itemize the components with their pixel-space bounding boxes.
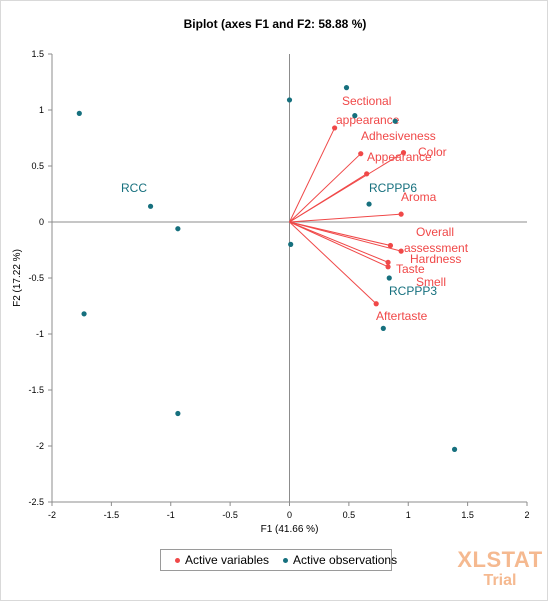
- variable-label: Color: [418, 145, 447, 159]
- x-tick-label: -0.5: [222, 510, 238, 520]
- observation-point: [343, 85, 350, 91]
- y-tick-label: -1.5: [28, 385, 44, 395]
- x-tick-label: -2: [48, 510, 56, 520]
- observation-point: [81, 311, 87, 317]
- variable-label: Overall assessment: [404, 225, 469, 255]
- x-tick-label: -1.5: [104, 510, 120, 520]
- x-axis-label: F1 (41.66 %): [261, 524, 319, 535]
- legend-item-active-variables: Active variables: [175, 553, 269, 567]
- observation-label: RCPPP6: [369, 181, 417, 195]
- y-axis-label: F2 (17.22 %): [12, 249, 23, 307]
- observation-point: [451, 446, 458, 452]
- y-tick-label: -2: [36, 441, 44, 451]
- observation-point: [366, 201, 372, 207]
- variable-point: [364, 171, 370, 177]
- watermark-trial: Trial: [483, 572, 517, 589]
- variable-label: Aftertaste: [376, 309, 428, 323]
- legend-marker-icon: [283, 557, 289, 563]
- y-tick-label: 1: [39, 105, 44, 115]
- variable-vector: [289, 221, 377, 305]
- variable-label: Sectional appearance: [336, 94, 400, 127]
- observation-point: [392, 118, 398, 124]
- observation-point: [147, 203, 154, 209]
- y-tick-label: 1.5: [31, 49, 44, 59]
- variable-point: [373, 301, 379, 307]
- variable-point: [385, 259, 391, 265]
- chart-title: Biplot (axes F1 and F2: 58.88 %): [184, 17, 367, 31]
- variable-label: Hardness: [410, 252, 461, 266]
- x-tick-label: 0: [287, 510, 292, 520]
- watermark-brand: XLSTAT: [457, 547, 543, 572]
- variable-point: [332, 125, 338, 131]
- variable-vector: [289, 221, 402, 252]
- variable-label: Appearance: [367, 150, 432, 164]
- legend-item-active-observations: Active observations: [283, 553, 397, 567]
- x-tick-label: 1.5: [461, 510, 474, 520]
- observation-point: [286, 97, 293, 103]
- legend-marker-icon: [175, 557, 180, 563]
- chart-legend: Active variables Active observations: [160, 549, 397, 571]
- variable-point: [358, 151, 364, 157]
- variable-vector: [289, 173, 367, 223]
- observation-point: [76, 110, 82, 116]
- variable-label: Taste: [396, 262, 425, 276]
- observation-label: RCPPP3: [389, 284, 437, 298]
- variable-vector: [289, 153, 362, 223]
- observation-label: RCC: [121, 181, 147, 195]
- x-tick-label: -1: [167, 510, 175, 520]
- xlstat-trial-watermark: XLSTAT Trial: [455, 548, 545, 590]
- x-tick-label: 1: [406, 510, 411, 520]
- y-tick-label: 0.5: [31, 161, 44, 171]
- variable-point: [398, 248, 404, 254]
- variable-vector: [289, 221, 389, 263]
- variable-point: [385, 264, 391, 270]
- legend-label: Active observations: [293, 553, 398, 567]
- y-tick-label: -0.5: [28, 273, 44, 283]
- x-tick-label: 0.5: [343, 510, 356, 520]
- variable-point: [387, 242, 394, 249]
- observation-point: [175, 410, 181, 417]
- observation-point: [352, 113, 358, 119]
- y-tick-label: -2.5: [28, 497, 44, 507]
- variable-point: [398, 211, 404, 217]
- variable-vector: [289, 213, 402, 223]
- observation-point: [175, 226, 181, 232]
- y-tick-label: -1: [36, 329, 44, 339]
- observation-point: [380, 325, 386, 331]
- variable-label: Smell: [416, 275, 446, 289]
- variable-label: Aroma: [401, 190, 437, 204]
- observation-point: [386, 275, 392, 281]
- variable-label: Adhesiveness: [361, 129, 436, 143]
- y-tick-label: 0: [39, 217, 44, 227]
- observation-point: [288, 241, 294, 247]
- variable-vector: [289, 127, 336, 223]
- legend-label: Active variables: [185, 553, 270, 567]
- variable-vector: [289, 221, 389, 268]
- variable-point: [400, 149, 407, 156]
- x-tick-label: 2: [524, 510, 529, 520]
